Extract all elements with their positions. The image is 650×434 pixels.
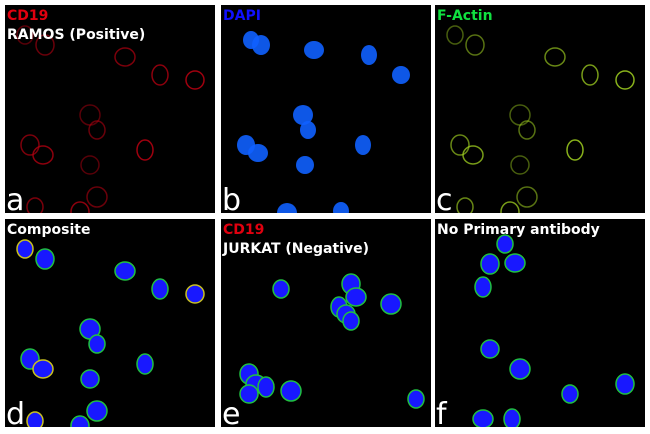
cell: [544, 47, 566, 67]
cell: [80, 155, 100, 175]
panel-letter: d: [6, 397, 26, 428]
cell: [20, 134, 40, 156]
cell: [239, 384, 259, 404]
cell: [474, 276, 492, 298]
cell: [509, 358, 531, 380]
cell: [151, 64, 169, 86]
cell: [248, 144, 268, 162]
cell: [345, 287, 367, 307]
cell: [450, 134, 470, 156]
cell: [300, 121, 316, 139]
cell: [32, 145, 54, 165]
panel-d: Composite d: [5, 219, 215, 427]
cell: [456, 197, 474, 213]
cell: [355, 135, 371, 155]
channel-label: No Primary antibody: [437, 222, 600, 238]
channel-label: CD19: [7, 8, 49, 24]
sample-label: RAMOS (Positive): [7, 27, 146, 43]
cell: [361, 45, 377, 65]
cell: [496, 234, 514, 254]
channel-label: F-Actin: [437, 8, 493, 24]
cell: [566, 139, 584, 161]
micrograph: [16, 239, 205, 427]
cell: [114, 47, 136, 67]
cell: [615, 373, 635, 395]
micrograph: [239, 273, 425, 409]
cell: [257, 376, 275, 398]
panel-e: CD19 JURKAT (Negative) e: [221, 219, 431, 427]
cell: [35, 248, 55, 270]
cell: [392, 66, 410, 84]
cell: [185, 284, 205, 304]
channel-label: DAPI: [223, 8, 261, 24]
cell: [79, 104, 101, 126]
cell: [581, 64, 599, 86]
cell: [561, 384, 579, 404]
panel-letter: e: [222, 397, 241, 428]
cell: [26, 411, 44, 427]
channel-label: CD19: [223, 222, 265, 238]
cell: [16, 25, 34, 45]
panel-letter: a: [6, 183, 25, 214]
panel-letter: c: [436, 183, 453, 214]
cell: [503, 408, 521, 427]
micrograph: [446, 25, 635, 213]
cell: [293, 105, 313, 125]
cell: [380, 293, 402, 315]
cell: [407, 389, 425, 409]
cell: [333, 202, 349, 213]
cell: [16, 239, 34, 259]
panel-letter: b: [222, 183, 242, 214]
panel-f: No Primary antibody f: [435, 219, 645, 427]
cell: [304, 41, 324, 59]
cell: [35, 34, 55, 56]
cell: [296, 156, 314, 174]
cell: [518, 120, 536, 140]
cell: [86, 400, 108, 422]
panel-c: F-Actin c: [435, 5, 645, 213]
cell: [615, 70, 635, 90]
micrograph: [472, 234, 635, 427]
panel-letter: f: [436, 397, 447, 428]
cell: [446, 25, 464, 45]
panel-a: CD19 RAMOS (Positive) a: [5, 5, 215, 213]
sample-label: JURKAT (Negative): [223, 241, 369, 257]
cell: [70, 201, 90, 213]
cell: [114, 261, 136, 281]
cell: [480, 253, 500, 275]
panel-b: DAPI b: [221, 5, 431, 213]
cell: [32, 359, 54, 379]
cell: [185, 70, 205, 90]
cell: [277, 203, 297, 213]
cell: [136, 139, 154, 161]
cell: [500, 201, 520, 213]
micrograph: [237, 31, 410, 213]
cell: [516, 186, 538, 208]
cell: [280, 380, 302, 402]
cell: [462, 145, 484, 165]
cell: [342, 311, 360, 331]
cell: [80, 369, 100, 389]
cell: [272, 279, 290, 299]
cell: [26, 197, 44, 213]
cell: [252, 35, 270, 55]
cell: [88, 334, 106, 354]
cell: [151, 278, 169, 300]
cell: [70, 415, 90, 427]
cell: [465, 34, 485, 56]
channel-label: Composite: [7, 222, 91, 238]
cell: [136, 353, 154, 375]
cell: [509, 104, 531, 126]
cell: [472, 409, 494, 427]
cell: [504, 253, 526, 273]
cell: [510, 155, 530, 175]
cell: [88, 120, 106, 140]
cell: [86, 186, 108, 208]
cell: [480, 339, 500, 359]
micrograph: [16, 25, 205, 213]
